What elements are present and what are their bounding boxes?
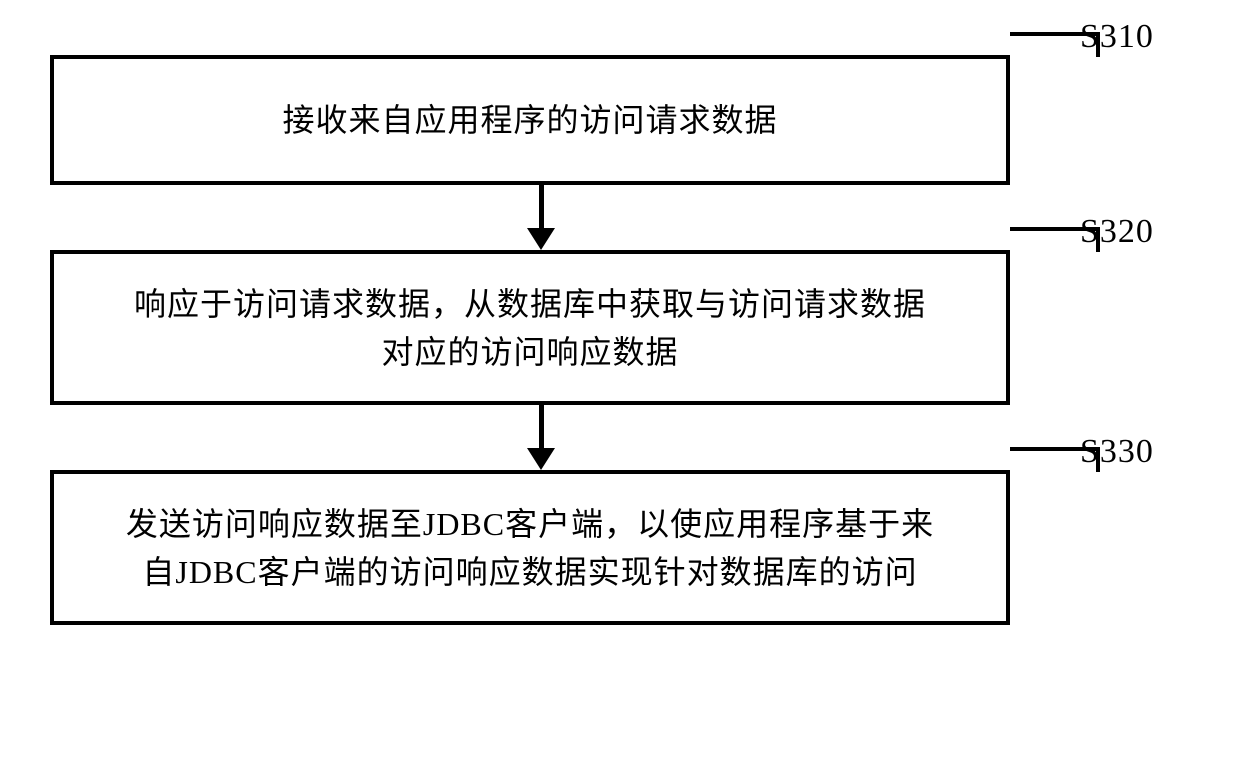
step-box-s320: 响应于访问请求数据，从数据库中获取与访问请求数据 对应的访问响应数据	[50, 250, 1010, 405]
step-text-s320-line1: 响应于访问请求数据，从数据库中获取与访问请求数据	[134, 280, 926, 328]
step-text-s320-line2: 对应的访问响应数据	[134, 328, 926, 376]
step-label-s330: S330	[1080, 433, 1154, 471]
step-label-s320: S320	[1080, 213, 1154, 251]
arrow-s320-to-s330	[527, 405, 555, 470]
arrow-line-2	[539, 405, 544, 448]
step-text-s320-wrap: 响应于访问请求数据，从数据库中获取与访问请求数据 对应的访问响应数据	[134, 280, 926, 376]
step-text-s330-line1: 发送访问响应数据至JDBC客户端，以使应用程序基于来	[126, 500, 934, 548]
step-box-s310: 接收来自应用程序的访问请求数据	[50, 55, 1010, 185]
arrow-s310-to-s320	[527, 185, 555, 250]
arrow-head-1	[527, 228, 555, 250]
step-text-s310: 接收来自应用程序的访问请求数据	[282, 96, 777, 144]
step-text-s330-line2: 自JDBC客户端的访问响应数据实现针对数据库的访问	[126, 548, 934, 596]
step-label-s310: S310	[1080, 18, 1154, 56]
step-text-s330-wrap: 发送访问响应数据至JDBC客户端，以使应用程序基于来 自JDBC客户端的访问响应…	[126, 500, 934, 596]
arrow-head-2	[527, 448, 555, 470]
step-box-s330: 发送访问响应数据至JDBC客户端，以使应用程序基于来 自JDBC客户端的访问响应…	[50, 470, 1010, 625]
arrow-line-1	[539, 185, 544, 228]
